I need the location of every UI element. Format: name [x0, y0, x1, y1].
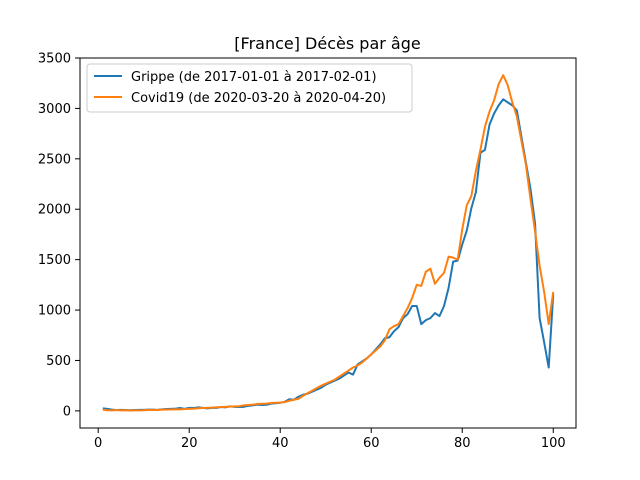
legend-box — [86, 63, 413, 113]
legend-label-1: Grippe (de 2017-01-01 à 2017-02-01) — [131, 70, 377, 85]
y-tick-label: 3500 — [38, 52, 71, 67]
series-layer — [102, 74, 555, 412]
y-tick-label: 2500 — [38, 152, 71, 167]
y-tick-label: 3000 — [38, 102, 71, 117]
x-tick-label: 100 — [541, 436, 566, 451]
y-tick-label: 1000 — [38, 304, 71, 319]
y-tick-label: 2000 — [38, 203, 71, 218]
x-tick-label: 0 — [94, 436, 102, 451]
x-tick-label: 60 — [363, 436, 380, 451]
x-tick-label: 20 — [181, 436, 198, 451]
legend-label-2: Covid19 (de 2020-03-20 à 2020-04-20) — [131, 91, 386, 106]
y-tick-label: 500 — [46, 354, 71, 369]
legend: Grippe (de 2017-01-01 à 2017-02-01) Covid… — [86, 63, 413, 113]
x-tick-label: 40 — [272, 436, 289, 451]
x-tick-label: 80 — [454, 436, 471, 451]
plot-frame — [79, 57, 577, 429]
series-line-1 — [102, 98, 555, 412]
y-tick-label: 0 — [63, 404, 71, 419]
chart-title: [France] Décès par âge — [234, 34, 420, 53]
y-tick-label: 1500 — [38, 253, 71, 268]
series-line-2 — [102, 74, 555, 412]
